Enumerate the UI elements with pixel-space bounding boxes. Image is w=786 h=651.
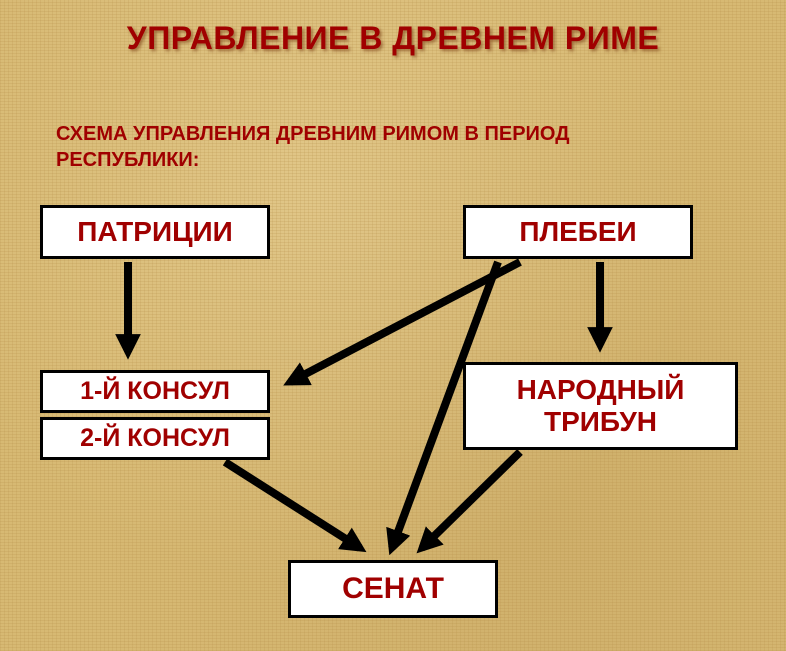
subtitle: СХЕМА УПРАВЛЕНИЯ ДРЕВНИМ РИМОМ В ПЕРИОД … [56, 122, 616, 173]
node-consul-1: 1-Й КОНСУЛ [40, 370, 270, 413]
node-patricians: ПАТРИЦИИ [40, 205, 270, 259]
node-senate: СЕНАТ [288, 560, 498, 618]
node-tribune: НАРОДНЫЙ ТРИБУН [463, 362, 738, 450]
node-label: НАРОДНЫЙ ТРИБУН [466, 374, 735, 438]
page-title: УПРАВЛЕНИЕ В ДРЕВНЕМ РИМЕ [0, 20, 786, 57]
node-consul-2: 2-Й КОНСУЛ [40, 417, 270, 460]
node-label: ПАТРИЦИИ [77, 216, 233, 248]
node-label: 1-Й КОНСУЛ [80, 377, 230, 406]
background-texture [0, 0, 786, 651]
node-label: 2-Й КОНСУЛ [80, 424, 230, 453]
node-plebeians: ПЛЕБЕИ [463, 205, 693, 259]
node-label: СЕНАТ [342, 572, 444, 606]
node-label: ПЛЕБЕИ [519, 216, 636, 248]
